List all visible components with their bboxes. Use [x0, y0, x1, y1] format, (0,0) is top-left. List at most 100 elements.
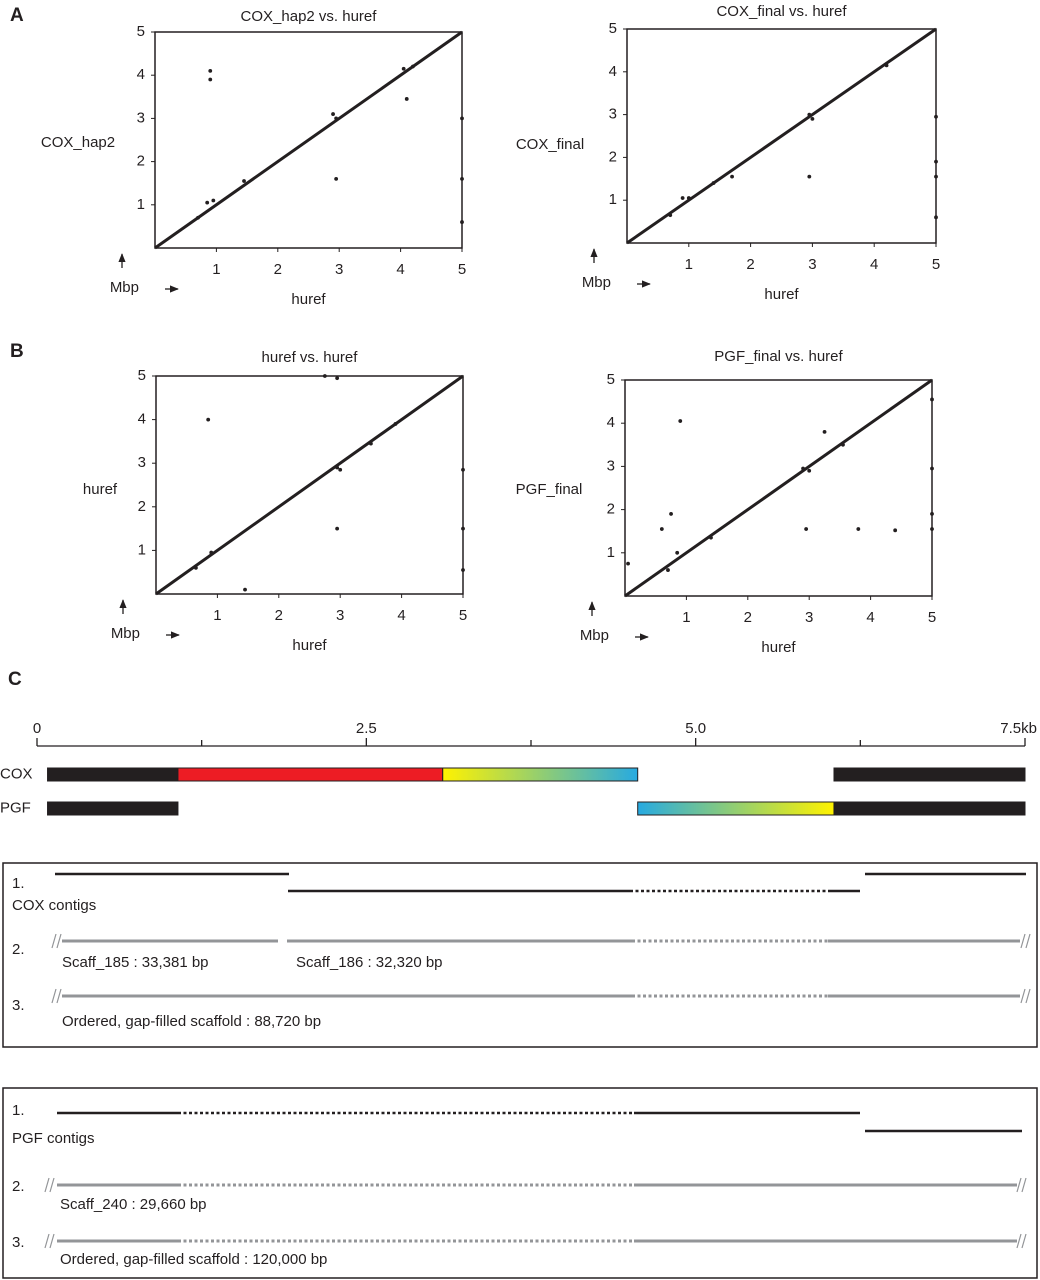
dot [461, 526, 465, 531]
pgf-contig-lines [44, 1111, 1027, 1249]
y-tick-label: 1 [609, 191, 617, 208]
dot [930, 466, 934, 471]
plot-frame [155, 375, 464, 595]
dot [930, 512, 934, 516]
dot [334, 116, 339, 121]
track-segment [47, 767, 179, 782]
dot [807, 174, 812, 179]
row-number: 3. [12, 997, 25, 1014]
track-segment [833, 801, 1026, 816]
y-tick-label: 2 [609, 148, 617, 165]
chart-title: COX_hap2 vs. huref [241, 8, 378, 25]
y-tick-label: 1 [137, 196, 145, 213]
dot [461, 568, 465, 572]
dot [211, 198, 216, 203]
dot [669, 512, 673, 516]
x-axis-label: huref [291, 291, 326, 308]
scaffold-label: Ordered, gap-filled scaffold : 88,720 bp [62, 1013, 321, 1030]
y-tick-label: 1 [138, 541, 146, 558]
row-title: COX contigs [12, 897, 96, 914]
dot [934, 159, 938, 164]
track-label: COX [0, 765, 33, 782]
dot [460, 116, 464, 121]
dot [856, 527, 861, 531]
x-tick-label: 4 [396, 261, 404, 278]
x-tick-label: 4 [866, 609, 874, 626]
y-tick-label: 5 [607, 371, 615, 388]
x-tick-label: 1 [682, 609, 690, 626]
chart-title: PGF_final vs. huref [714, 348, 843, 365]
dot [331, 112, 335, 116]
x-axis-label: huref [761, 639, 796, 656]
dot [243, 587, 247, 592]
dot [930, 397, 934, 402]
dot [334, 176, 339, 181]
row-number: 1. [12, 1102, 25, 1119]
dot [335, 376, 340, 381]
dot [934, 174, 938, 179]
dot [804, 527, 809, 531]
track-segment [442, 767, 639, 782]
dot [209, 550, 214, 555]
x-tick-label: 2 [746, 256, 754, 273]
row-number: 2. [12, 1178, 25, 1195]
cox-contig-lines [51, 872, 1031, 1004]
x-tick-label: 5 [928, 609, 936, 626]
dot [401, 66, 406, 71]
dot [801, 466, 805, 471]
alignment-line [626, 27, 937, 245]
y-axis-label: COX_final [516, 136, 584, 153]
dot [807, 112, 812, 117]
y-tick-label: 3 [607, 457, 615, 474]
x-tick-label: 3 [808, 256, 816, 273]
alignment-line [624, 378, 933, 598]
y-tick-label: 3 [609, 106, 617, 123]
x-tick-label: 3 [335, 261, 343, 278]
unit-label: Mbp [580, 627, 609, 644]
track-segment [47, 801, 179, 816]
dot [893, 528, 898, 533]
y-axis-label: COX_hap2 [41, 134, 115, 151]
y-tick-label: 3 [138, 454, 146, 471]
alignment-line [154, 30, 463, 250]
dot [196, 215, 200, 220]
track-label: PGF [0, 799, 31, 816]
x-tick-label: 2 [744, 609, 752, 626]
scaffold-label: Scaff_185 : 33,381 bp [62, 954, 209, 971]
x-tick-label: 1 [213, 607, 221, 624]
scale-tick-label: 7.5kb [1000, 720, 1037, 737]
dot [680, 196, 685, 200]
x-tick-label: 5 [459, 607, 467, 624]
dot [460, 220, 464, 224]
dot [678, 419, 683, 423]
panel-label: B [10, 341, 24, 362]
x-tick-label: 3 [805, 609, 813, 626]
plot-frame [154, 31, 463, 249]
unit-label: Mbp [582, 274, 611, 291]
dot [322, 374, 327, 378]
dot [675, 550, 680, 555]
y-tick-label: 5 [609, 20, 617, 37]
row-title: PGF contigs [12, 1130, 95, 1147]
dot [338, 467, 343, 472]
plot-frame [626, 28, 937, 244]
row-number: 1. [12, 875, 25, 892]
dot [930, 527, 934, 531]
x-tick-label: 1 [212, 261, 220, 278]
x-tick-label: 1 [685, 256, 693, 273]
unit-label: Mbp [110, 279, 139, 296]
dot [410, 64, 415, 69]
dot [666, 568, 670, 572]
y-tick-label: 4 [609, 63, 617, 80]
x-tick-label: 2 [274, 261, 282, 278]
x-tick-label: 4 [870, 256, 878, 273]
dot [206, 417, 211, 422]
row-number: 3. [12, 1234, 25, 1251]
y-tick-label: 2 [607, 501, 615, 518]
dot [730, 174, 734, 179]
scale-tick-label: 2.5 [356, 720, 377, 737]
dot [934, 215, 938, 220]
track-segment [177, 767, 444, 782]
alignment-line [155, 374, 464, 596]
scale-tick-label: 5.0 [685, 720, 706, 737]
